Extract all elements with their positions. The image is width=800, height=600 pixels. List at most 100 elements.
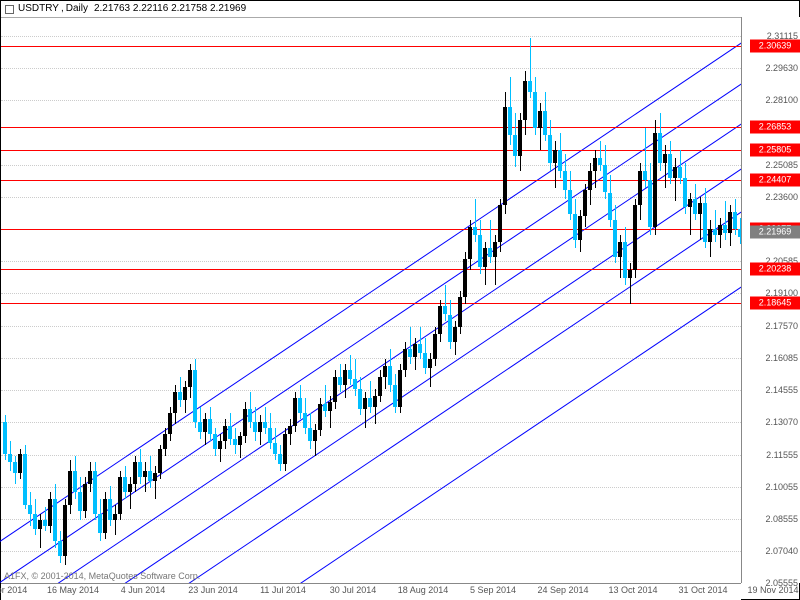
candle-body[interactable]	[418, 344, 422, 353]
candle-body[interactable]	[208, 419, 212, 434]
candle-body[interactable]	[668, 154, 672, 178]
candle-body[interactable]	[338, 377, 342, 386]
candle-body[interactable]	[463, 259, 467, 298]
candle-body[interactable]	[593, 158, 597, 171]
candle-body[interactable]	[568, 190, 572, 214]
candle-body[interactable]	[248, 409, 252, 422]
candle-body[interactable]	[103, 499, 107, 533]
candle-body[interactable]	[288, 426, 292, 435]
candle-body[interactable]	[498, 205, 502, 241]
candle-body[interactable]	[493, 242, 497, 257]
horizontal-level-line[interactable]	[1, 127, 741, 128]
candle-body[interactable]	[633, 205, 637, 269]
candle-body[interactable]	[323, 404, 327, 410]
candle-body[interactable]	[393, 385, 397, 406]
candle-body[interactable]	[83, 484, 87, 512]
candle-body[interactable]	[63, 505, 67, 556]
candle-body[interactable]	[508, 107, 512, 135]
candle-body[interactable]	[733, 212, 737, 229]
candle-body[interactable]	[548, 135, 552, 163]
candle-body[interactable]	[33, 514, 37, 529]
candle-body[interactable]	[73, 471, 77, 492]
candle-body[interactable]	[433, 334, 437, 360]
candle-body[interactable]	[43, 520, 47, 526]
candle-body[interactable]	[333, 377, 337, 403]
candle-body[interactable]	[688, 199, 692, 208]
candle-body[interactable]	[358, 389, 362, 408]
candle-body[interactable]	[258, 422, 262, 433]
candle-body[interactable]	[578, 216, 582, 240]
candle-body[interactable]	[113, 514, 117, 520]
candle-body[interactable]	[643, 171, 647, 180]
horizontal-level-line[interactable]	[1, 229, 741, 230]
candle-body[interactable]	[473, 227, 477, 236]
candle-body[interactable]	[298, 398, 302, 413]
candle-body[interactable]	[608, 193, 612, 221]
candle-body[interactable]	[558, 150, 562, 171]
candle-body[interactable]	[153, 473, 157, 482]
candle-body[interactable]	[663, 154, 667, 163]
candle-body[interactable]	[278, 454, 282, 465]
candle-body[interactable]	[673, 167, 677, 178]
candle-body[interactable]	[283, 434, 287, 464]
horizontal-level-line[interactable]	[1, 180, 741, 181]
candle-body[interactable]	[328, 402, 332, 411]
candle-body[interactable]	[173, 392, 177, 413]
candle-body[interactable]	[363, 398, 367, 409]
candle-body[interactable]	[223, 426, 227, 441]
candle-body[interactable]	[58, 541, 62, 556]
candle-body[interactable]	[133, 462, 137, 483]
candle-body[interactable]	[703, 203, 707, 242]
candle-body[interactable]	[468, 227, 472, 259]
candle-body[interactable]	[28, 505, 32, 514]
candle-body[interactable]	[618, 242, 622, 257]
candle-body[interactable]	[353, 379, 357, 390]
candle-body[interactable]	[388, 366, 392, 385]
candle-body[interactable]	[713, 229, 717, 235]
candle-body[interactable]	[398, 370, 402, 406]
candle-body[interactable]	[698, 203, 702, 214]
candle-body[interactable]	[708, 229, 712, 242]
candle-body[interactable]	[38, 520, 42, 529]
candle-body[interactable]	[683, 178, 687, 208]
candle-body[interactable]	[658, 133, 662, 163]
candle-body[interactable]	[88, 471, 92, 484]
candle-body[interactable]	[628, 270, 632, 279]
candle-body[interactable]	[218, 441, 222, 450]
candle-body[interactable]	[203, 419, 207, 432]
candle-body[interactable]	[348, 370, 352, 379]
candle-body[interactable]	[193, 370, 197, 421]
candle-body[interactable]	[503, 107, 507, 205]
candle-body[interactable]	[588, 171, 592, 190]
candle-body[interactable]	[148, 471, 152, 482]
candle-body[interactable]	[553, 150, 557, 163]
candle-body[interactable]	[183, 387, 187, 400]
candle-body[interactable]	[723, 225, 727, 234]
candle-body[interactable]	[243, 409, 247, 437]
horizontal-level-line[interactable]	[1, 150, 741, 151]
candle-body[interactable]	[603, 165, 607, 193]
candle-body[interactable]	[13, 462, 17, 473]
candle-body[interactable]	[653, 133, 657, 227]
candle-body[interactable]	[293, 398, 297, 426]
candle-body[interactable]	[513, 135, 517, 156]
candle-body[interactable]	[583, 190, 587, 216]
candle-body[interactable]	[268, 428, 272, 443]
candle-body[interactable]	[163, 434, 167, 449]
candle-body[interactable]	[728, 212, 732, 233]
candle-body[interactable]	[443, 306, 447, 315]
candle-body[interactable]	[188, 370, 192, 387]
candle-body[interactable]	[423, 353, 427, 368]
candle-body[interactable]	[263, 422, 267, 428]
candle-body[interactable]	[238, 436, 242, 445]
candle-body[interactable]	[373, 396, 377, 407]
candle-body[interactable]	[3, 422, 7, 454]
candle-body[interactable]	[438, 306, 442, 334]
chart-plot-area[interactable]	[1, 17, 741, 583]
candle-body[interactable]	[228, 426, 232, 439]
candle-body[interactable]	[563, 171, 567, 190]
candle-body[interactable]	[343, 370, 347, 385]
candle-body[interactable]	[308, 428, 312, 441]
candle-body[interactable]	[533, 92, 537, 128]
candle-body[interactable]	[693, 199, 697, 214]
